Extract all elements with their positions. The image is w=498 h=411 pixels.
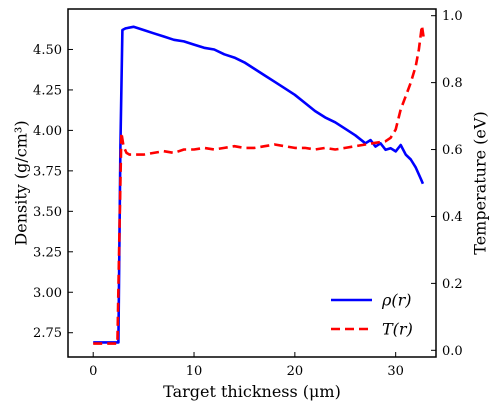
y-right-tick-label-1: 0.2	[442, 277, 463, 292]
legend-label-rho: ρ(r)	[381, 291, 412, 310]
y-left-tick-label-7: 4.50	[33, 43, 62, 58]
y-right-tick-label-5: 1.0	[442, 9, 463, 24]
y-right-tick-label-4: 0.8	[442, 76, 463, 91]
y-right-tick-label-3: 0.6	[442, 143, 463, 158]
legend: ρ(r) T(r)	[331, 291, 413, 339]
y-left-tick-label-2: 3.25	[33, 245, 62, 260]
x-tick-label-1: 10	[186, 364, 203, 379]
y-left-tick-label-6: 4.25	[33, 83, 62, 98]
y-left-tick-label-3: 3.50	[33, 205, 62, 220]
series-layer	[93, 24, 426, 345]
y-left-axis-label: Density (g/cm³)	[12, 120, 31, 245]
y-right-axis-label: Temperature (eV)	[471, 111, 490, 254]
x-tick-label-0: 0	[89, 364, 97, 379]
y-right-tick-label-0: 0.0	[442, 344, 463, 359]
x-axis-label: Target thickness (μm)	[163, 382, 341, 401]
series-line-1	[93, 24, 426, 345]
x-tick-label-3: 30	[387, 364, 404, 379]
y-right-tick-label-2: 0.4	[442, 210, 463, 225]
y-left-tick-label-1: 3.00	[33, 286, 62, 301]
plot-frame	[67, 8, 437, 358]
legend-label-t: T(r)	[382, 320, 413, 339]
y-left-tick-label-0: 2.75	[33, 326, 62, 341]
y-left-tick-label-5: 4.00	[33, 124, 62, 139]
x-tick-label-2: 20	[287, 364, 304, 379]
y-left-tick-label-4: 3.75	[33, 164, 62, 179]
ticks-layer: 0 10 20 30 2.75 3.00 3.25 3.50 3.75 4.00 4.25 4.50 0…	[33, 9, 463, 379]
series-line-0	[93, 25, 425, 344]
